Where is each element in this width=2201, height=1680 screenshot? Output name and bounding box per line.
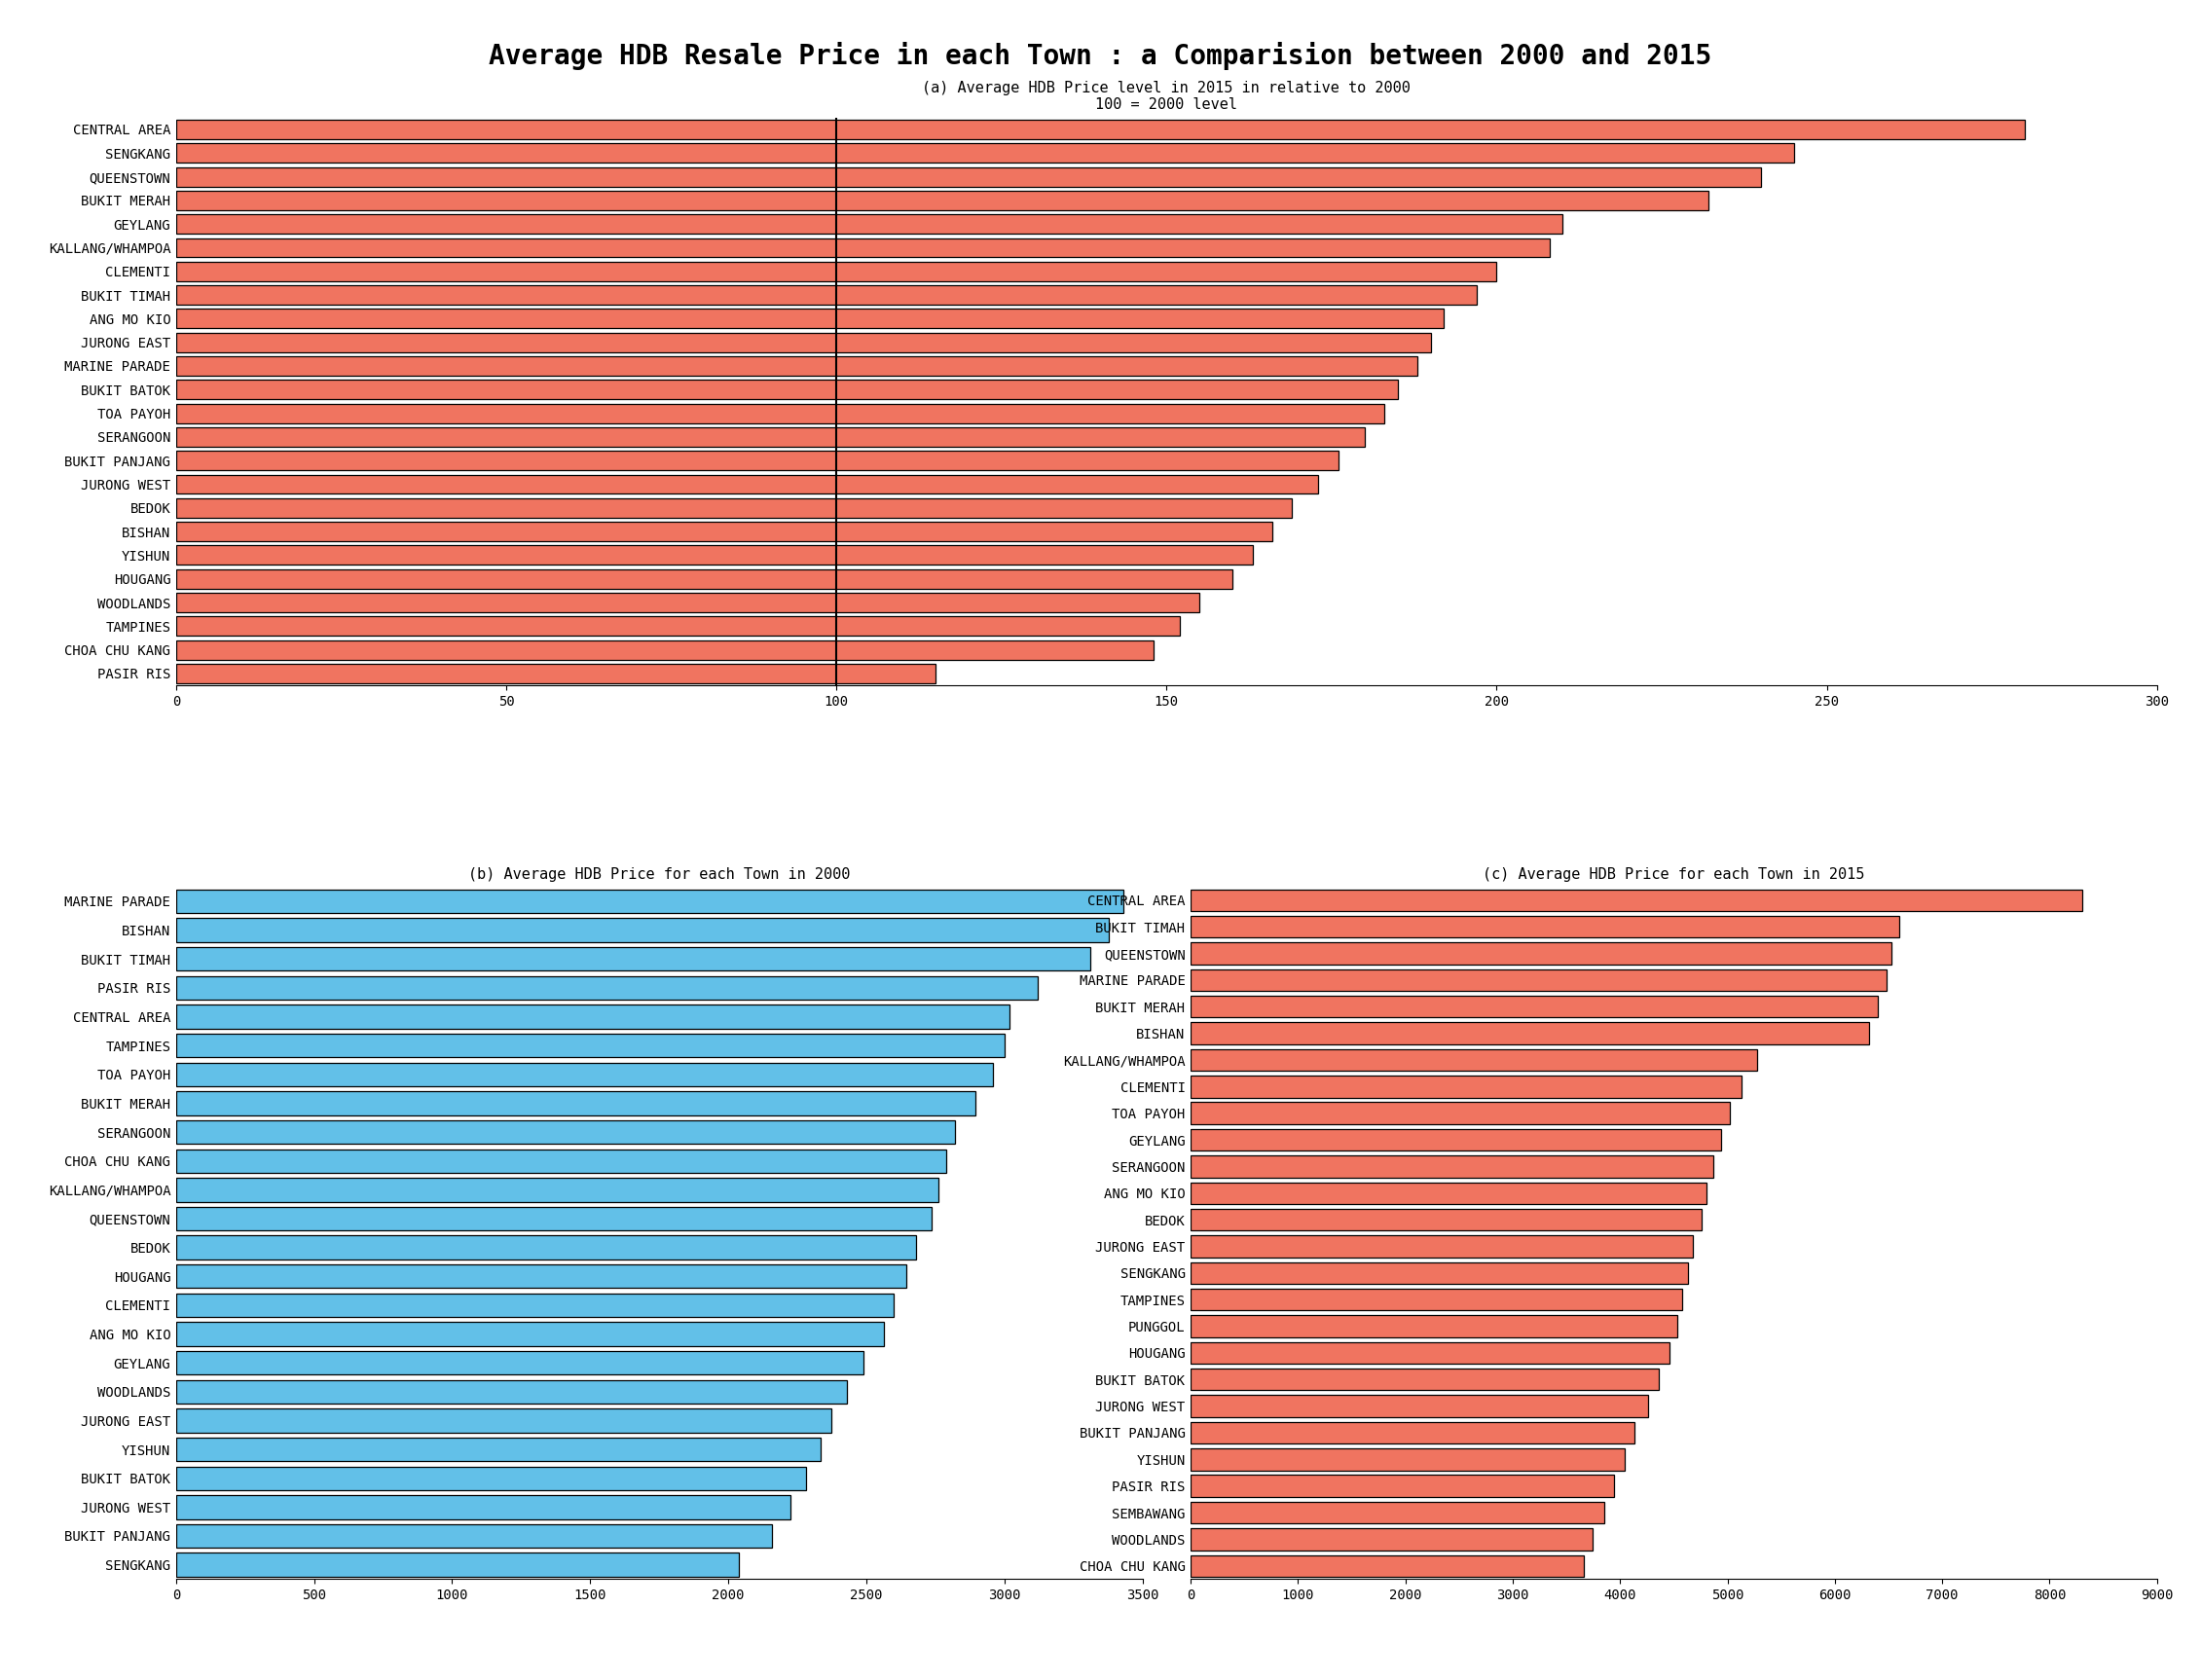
Bar xyxy=(176,309,1444,328)
Bar xyxy=(1191,942,1893,964)
Bar xyxy=(176,119,2025,139)
Bar xyxy=(1191,916,1899,937)
Title: (b) Average HDB Price for each Town in 2000: (b) Average HDB Price for each Town in 2… xyxy=(469,867,850,882)
Bar xyxy=(1191,1262,1688,1284)
Bar xyxy=(1191,1210,1701,1231)
Bar xyxy=(176,1294,894,1317)
Bar xyxy=(176,333,1431,353)
Bar xyxy=(1191,1183,1706,1205)
Bar xyxy=(176,1524,773,1547)
Bar xyxy=(1191,1156,1715,1178)
Bar xyxy=(176,474,1318,494)
Bar xyxy=(176,1149,946,1173)
Title: (a) Average HDB Price level in 2015 in relative to 2000
100 = 2000 level: (a) Average HDB Price level in 2015 in r… xyxy=(922,81,1411,113)
Bar xyxy=(1191,1421,1633,1443)
Bar xyxy=(176,239,1550,257)
Bar xyxy=(1191,1048,1759,1070)
Title: (c) Average HDB Price for each Town in 2015: (c) Average HDB Price for each Town in 2… xyxy=(1483,867,1864,882)
Bar xyxy=(176,593,1200,612)
Bar xyxy=(1191,1315,1677,1337)
Bar xyxy=(176,215,1563,234)
Bar xyxy=(176,1033,1004,1057)
Bar xyxy=(1191,1075,1741,1097)
Bar xyxy=(1191,1529,1591,1551)
Bar xyxy=(176,1495,790,1519)
Bar xyxy=(176,1467,806,1490)
Bar xyxy=(1191,1394,1649,1416)
Bar xyxy=(176,640,1153,660)
Bar xyxy=(176,570,1233,588)
Bar xyxy=(176,1379,847,1403)
Bar xyxy=(176,664,935,684)
Bar xyxy=(176,1265,907,1289)
Bar xyxy=(176,1092,975,1116)
Bar xyxy=(176,1438,821,1462)
Bar xyxy=(176,1178,938,1201)
Bar xyxy=(1191,1102,1730,1124)
Bar xyxy=(176,356,1417,376)
Bar xyxy=(1191,1235,1693,1257)
Bar xyxy=(176,1410,832,1433)
Bar xyxy=(1191,996,1877,1018)
Bar xyxy=(176,499,1292,517)
Bar xyxy=(176,427,1365,447)
Bar xyxy=(1191,1369,1660,1391)
Bar xyxy=(176,450,1338,470)
Bar xyxy=(176,1322,885,1346)
Bar xyxy=(176,1121,955,1144)
Bar xyxy=(1191,1342,1671,1364)
Bar xyxy=(176,166,1761,186)
Bar xyxy=(176,976,1037,1000)
Bar xyxy=(176,546,1252,564)
Bar xyxy=(176,1552,740,1576)
Bar xyxy=(176,919,1109,942)
Bar xyxy=(1191,969,1886,991)
Bar xyxy=(1191,1502,1605,1524)
Bar xyxy=(1191,1448,1624,1470)
Bar xyxy=(176,1351,863,1374)
Bar xyxy=(1191,889,2082,911)
Bar xyxy=(176,380,1398,400)
Bar xyxy=(1191,1475,1613,1497)
Bar xyxy=(176,948,1089,971)
Bar xyxy=(176,262,1497,281)
Bar xyxy=(176,403,1384,423)
Bar xyxy=(176,143,1794,163)
Bar xyxy=(176,286,1477,304)
Bar xyxy=(1191,1289,1682,1310)
Bar xyxy=(1191,1556,1585,1578)
Bar xyxy=(176,1236,916,1260)
Bar xyxy=(1191,1129,1721,1151)
Bar xyxy=(176,1206,931,1230)
Bar xyxy=(176,1062,993,1087)
Bar xyxy=(176,192,1708,210)
Bar xyxy=(176,617,1180,635)
Text: Average HDB Resale Price in each Town : a Comparision between 2000 and 2015: Average HDB Resale Price in each Town : … xyxy=(489,42,1712,71)
Bar xyxy=(1191,1023,1869,1045)
Bar xyxy=(176,889,1123,914)
Bar xyxy=(176,1005,1010,1028)
Bar xyxy=(176,522,1272,541)
